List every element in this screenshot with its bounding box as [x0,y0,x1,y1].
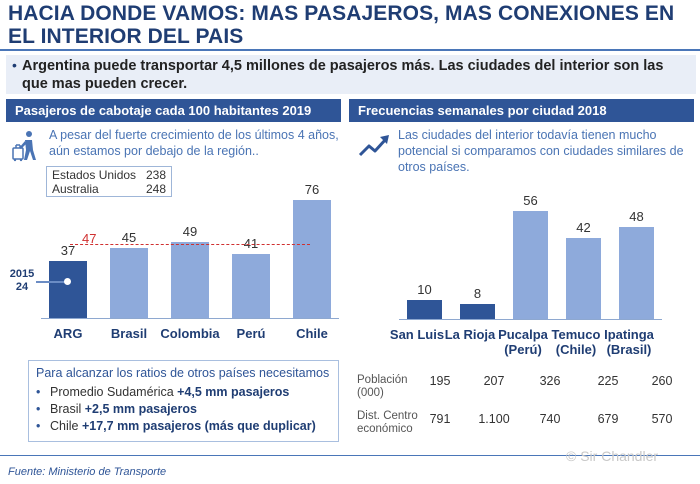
bar-la-rioja [460,304,495,319]
traveler-luggage-icon [10,130,44,162]
category-label: Brasil [110,326,148,341]
watermark: © Sir Chandler [566,448,659,464]
target-item: • Chile +17,7 mm pasajeros (más que dupli… [36,419,316,433]
targets-info-box: Para alcanzar los ratios de otros países… [28,360,339,442]
bar-value-label: 45 [121,230,137,245]
bar-temuco-chile [566,238,601,319]
bullet-dot: • [12,57,17,73]
key-message: Argentina puede transportar 4,5 millones… [22,58,664,92]
category-label: Colombia [160,326,220,341]
reference-row: Estados Unidos 238 [52,168,166,182]
table-cell: 740 [539,412,561,426]
target-item-amount: +2,5 mm pasajeros [84,402,197,416]
bar-chile [293,200,331,318]
chart-baseline [41,318,339,319]
category-label: ARG [53,326,83,341]
bar-arg [49,261,87,318]
table-cell: 791 [429,412,451,426]
bar-value-label: 48 [629,209,644,224]
reference-name: Australia [52,182,99,196]
bar-per [232,254,270,318]
bar-ipatinga-brasil [619,227,654,319]
region-average-line [70,244,310,245]
bar-san-luis [407,300,442,319]
title-divider [0,49,700,51]
reference-name: Estados Unidos [52,168,137,182]
target-item-prefix: Chile [50,419,82,433]
category-label: Perú [236,326,266,341]
target-item-amount: +4,5 mm pasajeros [177,385,290,399]
target-item-prefix: Brasil [50,402,85,416]
table-cell: 570 [651,412,673,426]
table-cell: 207 [483,374,505,388]
year-2015-label: 2015 [9,268,35,280]
table-cell: 195 [429,374,451,388]
bar-value-label: 37 [60,243,76,258]
footer-divider [0,455,700,456]
bar-value-label: 56 [523,193,538,208]
bar-value-label: 10 [417,282,432,297]
category-label: San Luis [389,327,445,342]
target-item-prefix: Promedio Sudamérica [50,385,178,399]
reference-value: 238 [145,168,166,182]
reference-row: Australia 248 [52,182,166,196]
left-panel-description: A pesar del fuerte crecimiento de los úl… [49,128,339,158]
reference-value: 248 [145,182,166,196]
table-cell: 1.100 [478,412,510,426]
right-panel-header: Frecuencias semanales por ciudad 2018 [349,99,694,122]
year-2015-marker-dot [64,278,71,285]
bar-pucalpa-per [513,211,548,319]
page-title: HACIA DONDE VAMOS: MAS PASAJEROS, MAS CO… [8,2,675,48]
targets-info-title: Para alcanzar los ratios de otros países… [36,366,330,380]
category-label: La Rioja [444,327,496,342]
category-label: Temuco (Chile) [551,327,601,357]
table-cell: 326 [539,374,561,388]
bar-value-label: 41 [243,236,259,251]
left-panel-header: Pasajeros de cabotaje cada 100 habitante… [6,99,341,122]
category-label: Chile [296,326,328,341]
bar-value-label: 42 [576,220,591,235]
bar-value-label: 8 [473,286,482,301]
target-item: • Brasil +2,5 mm pasajeros [36,402,197,416]
table-cell: 225 [597,374,619,388]
right-panel-description: Las ciudades del interior todavía tienen… [398,128,684,174]
table-row-label: Dist. Centro económico [357,410,418,435]
target-item: • Promedio Sudamérica +4,5 mm pasajeros [36,385,290,399]
table-cell: 260 [651,374,673,388]
bar-colombia [171,242,209,318]
key-message-box [6,55,696,94]
source-note: Fuente: Ministerio de Transporte [8,466,167,478]
table-row-label: Población (000) [357,374,408,399]
year-2015-value: 24 [15,281,29,293]
chart-baseline [399,319,662,320]
year-2015-annotation: 2015 24 [8,268,36,294]
bar-value-label: 76 [304,182,320,197]
category-label: Pucalpa (Perú) [498,327,548,357]
bar-brasil [110,248,148,318]
trend-up-icon [358,133,390,159]
table-cell: 679 [597,412,619,426]
category-label: Ipatinga (Brasil) [604,327,654,357]
year-2015-marker-line [36,281,68,283]
reference-countries-box: Estados Unidos 238 Australia 248 [46,166,172,197]
region-average-label: 47 [82,231,97,246]
bar-value-label: 49 [182,224,198,239]
target-item-amount: +17,7 mm pasajeros (más que duplicar) [81,419,316,433]
